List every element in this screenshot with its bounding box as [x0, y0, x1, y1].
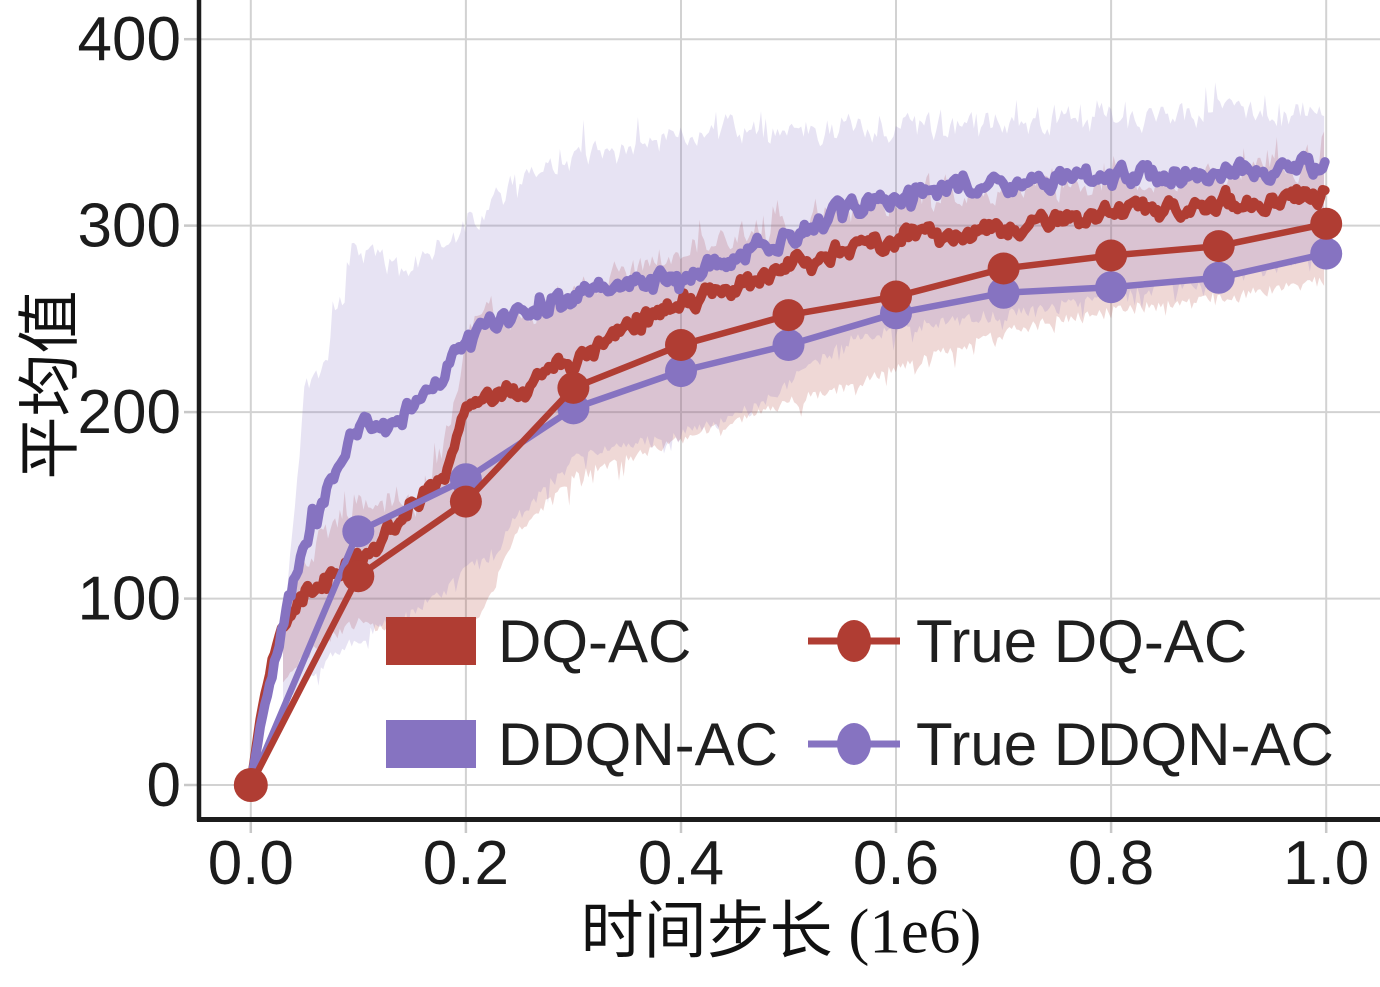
x-tick-label: 1.0 [1283, 829, 1369, 898]
y-tick-label: 200 [78, 378, 181, 447]
data-point [772, 329, 805, 361]
data-point [342, 515, 375, 548]
y-tick-label: 0 [147, 751, 181, 820]
legend: DQ-AC DDQN-AC True DQ-AC True DDQN-AC [386, 608, 1334, 778]
x-axis-title: 时间步长 (1e6) [580, 896, 982, 967]
data-point [665, 355, 697, 388]
band-DQ-AC [283, 131, 1325, 683]
grid [197, 0, 1380, 818]
legend-entry-True DQ-AC: True DQ-AC [808, 608, 1247, 675]
data-point [449, 485, 482, 518]
legend-label: True DDQN-AC [916, 711, 1334, 778]
y-tick-label: 300 [78, 192, 181, 261]
y-tick-label: 100 [78, 565, 181, 634]
legend-label: True DQ-AC [916, 608, 1247, 675]
data-point [342, 560, 375, 593]
data-point [557, 371, 590, 404]
data-point [1095, 239, 1128, 272]
mean-line-DDQN-AC [246, 150, 1330, 790]
data-point [449, 463, 482, 496]
data-point [1095, 271, 1128, 304]
legend-label: DDQN-AC [498, 711, 778, 778]
legend-entry-DDQN-AC: DDQN-AC [386, 711, 778, 778]
tick-marks [184, 37, 1328, 833]
data-point [1310, 237, 1343, 270]
x-tick-label: 0.8 [1068, 829, 1154, 898]
axis-spines [196, 0, 1380, 822]
x-tick-label: 0.6 [853, 829, 939, 898]
band-DDQN-AC [283, 82, 1325, 702]
x-tick-label: 0.0 [208, 829, 294, 898]
marker-series-True DQ-AC [233, 207, 1343, 802]
y-tick-label: 400 [78, 5, 181, 74]
x-tick-label: 0.2 [423, 829, 509, 898]
legend-marker [837, 620, 871, 662]
data-point [987, 252, 1020, 285]
data-point [233, 768, 268, 802]
data-point [880, 280, 912, 313]
data-point [987, 276, 1020, 309]
x-tick-label: 0.4 [638, 829, 724, 898]
legend-marker [837, 723, 871, 765]
legend-entry-True DDQN-AC: True DDQN-AC [808, 711, 1334, 778]
mean-line-DQ-AC [246, 184, 1330, 790]
legend-label: DQ-AC [498, 608, 691, 675]
data-point [1310, 207, 1343, 240]
y-axis-title: 平均值 [15, 290, 86, 480]
legend-entry-DQ-AC: DQ-AC [386, 608, 691, 675]
legend-patch-swatch [386, 617, 476, 665]
data-point [1202, 261, 1235, 294]
data-point [665, 329, 697, 361]
marker-series-True DDQN-AC [234, 237, 1343, 801]
tick-labels: 0.0 0.2 0.4 0.6 0.8 1.0 0 100 200 300 400 [78, 5, 1370, 898]
legend-patch-swatch [386, 720, 476, 768]
data-point [772, 299, 805, 332]
data-point [1202, 230, 1235, 263]
